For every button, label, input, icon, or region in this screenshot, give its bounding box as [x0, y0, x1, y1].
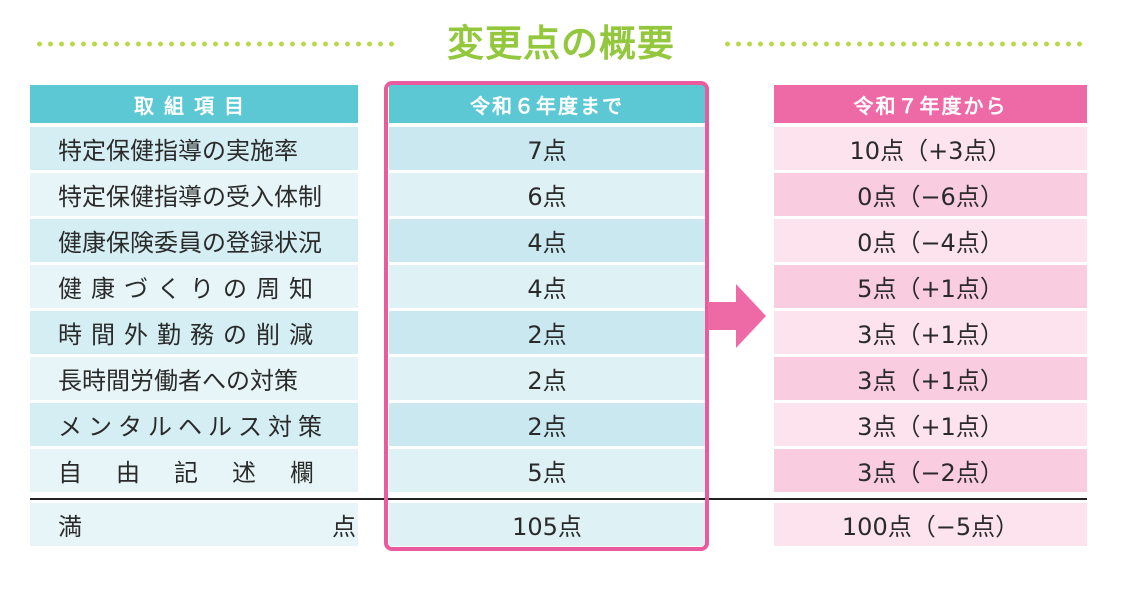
item-row-2: 特定保健指導の受入体制: [30, 173, 358, 216]
item-row-1: 特定保健指導の実施率: [30, 127, 358, 170]
r6-row-5: 2点: [389, 311, 705, 354]
item-row-6: 長時間労働者への対策: [30, 357, 358, 400]
r7-row-4: 5点（+1点）: [774, 265, 1087, 308]
page-title: 変更点の概要: [447, 22, 675, 65]
r7-row-1: 10点（+3点）: [774, 127, 1087, 170]
r6-row-7: 2点: [389, 403, 705, 446]
r7-row-6: 3点（+1点）: [774, 357, 1087, 400]
title-dots-right: [722, 41, 1084, 47]
title-row: 変更点の概要: [0, 18, 1128, 70]
arrow-right-icon: [708, 284, 766, 348]
item-row-5: 時間外勤務の削減: [30, 311, 358, 354]
r7-row-7: 3点（+1点）: [774, 403, 1087, 446]
item-header: 取組項目: [30, 85, 358, 123]
total-label-left: 満: [58, 513, 82, 541]
r7-row-8: 3点（−2点）: [774, 449, 1087, 492]
item-row-7: メンタルヘルス対策: [30, 403, 358, 446]
r7-header: 令和７年度から: [774, 85, 1087, 123]
r6-row-3: 4点: [389, 219, 705, 262]
r6-header: 令和６年度まで: [389, 85, 705, 123]
item-row-8: 自由記述欄: [30, 449, 358, 492]
r7-row-2: 0点（−6点）: [774, 173, 1087, 216]
total-label: 満 点: [30, 503, 358, 546]
item-row-4: 健康づくりの周知: [30, 265, 358, 308]
total-divider: [30, 498, 1087, 500]
r7-total: 100点（−5点）: [774, 503, 1087, 546]
r6-row-6: 2点: [389, 357, 705, 400]
r6-row-8: 5点: [389, 449, 705, 492]
r7-row-5: 3点（+1点）: [774, 311, 1087, 354]
item-row-3: 健康保険委員の登録状況: [30, 219, 358, 262]
r6-row-4: 4点: [389, 265, 705, 308]
total-label-right: 点: [332, 513, 356, 541]
r7-row-3: 0点（−4点）: [774, 219, 1087, 262]
title-dots-left: [34, 41, 396, 47]
r6-total: 105点: [389, 503, 705, 546]
r6-row-2: 6点: [389, 173, 705, 216]
r6-row-1: 7点: [389, 127, 705, 170]
